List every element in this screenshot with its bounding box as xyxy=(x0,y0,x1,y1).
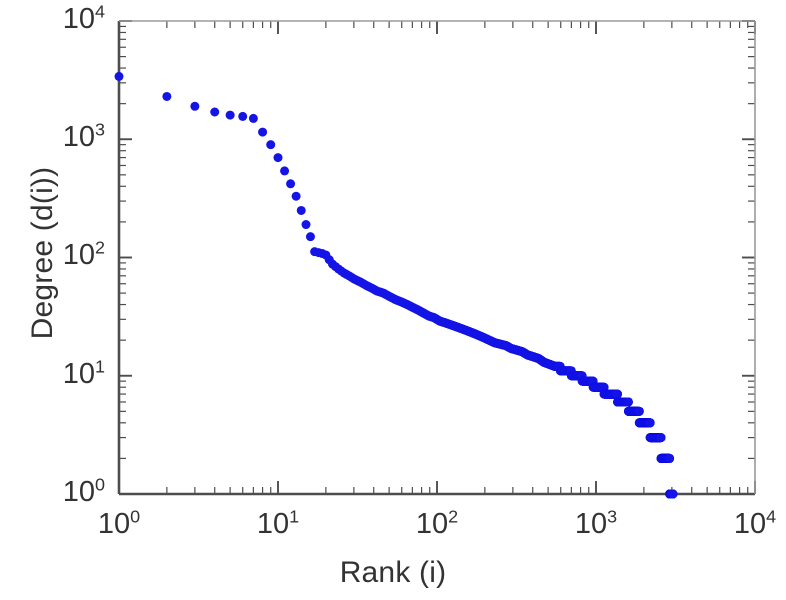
data-point xyxy=(291,191,301,201)
data-points-layer xyxy=(114,71,678,499)
y-tick-label-10: 101 xyxy=(62,356,105,390)
data-point xyxy=(656,433,666,443)
data-point xyxy=(258,127,268,137)
data-point xyxy=(273,153,283,163)
data-point xyxy=(296,205,306,215)
data-point xyxy=(612,389,622,399)
data-point xyxy=(266,140,276,150)
data-point xyxy=(225,110,235,120)
data-point xyxy=(599,382,609,392)
data-point xyxy=(190,101,200,111)
data-point xyxy=(286,179,296,189)
y-tick-label-10000: 104 xyxy=(62,1,105,35)
x-tick-label-1: 100 xyxy=(97,506,141,540)
x-tick-label-1000: 103 xyxy=(574,506,618,540)
data-point xyxy=(668,489,678,499)
data-point xyxy=(623,397,633,407)
x-tick-label-100: 102 xyxy=(415,506,459,540)
data-point xyxy=(645,418,655,428)
y-tick-label-1: 100 xyxy=(62,474,105,508)
data-point xyxy=(114,71,124,81)
data-point xyxy=(238,111,248,121)
data-point xyxy=(634,406,644,416)
x-axis-label: Rank (i) xyxy=(339,556,447,589)
data-point xyxy=(301,220,311,230)
y-tick-label-1000: 103 xyxy=(62,119,105,153)
data-point xyxy=(248,113,258,123)
axis-ticks-layer xyxy=(118,20,756,495)
y-tick-label-100: 102 xyxy=(62,237,105,271)
data-point xyxy=(210,107,220,117)
axis-frame xyxy=(117,20,756,496)
data-point xyxy=(665,453,675,463)
x-tick-label-10000: 104 xyxy=(733,506,777,540)
data-point xyxy=(162,91,172,101)
data-point xyxy=(280,166,290,176)
x-tick-label-10: 101 xyxy=(256,506,300,540)
data-point xyxy=(305,232,315,242)
